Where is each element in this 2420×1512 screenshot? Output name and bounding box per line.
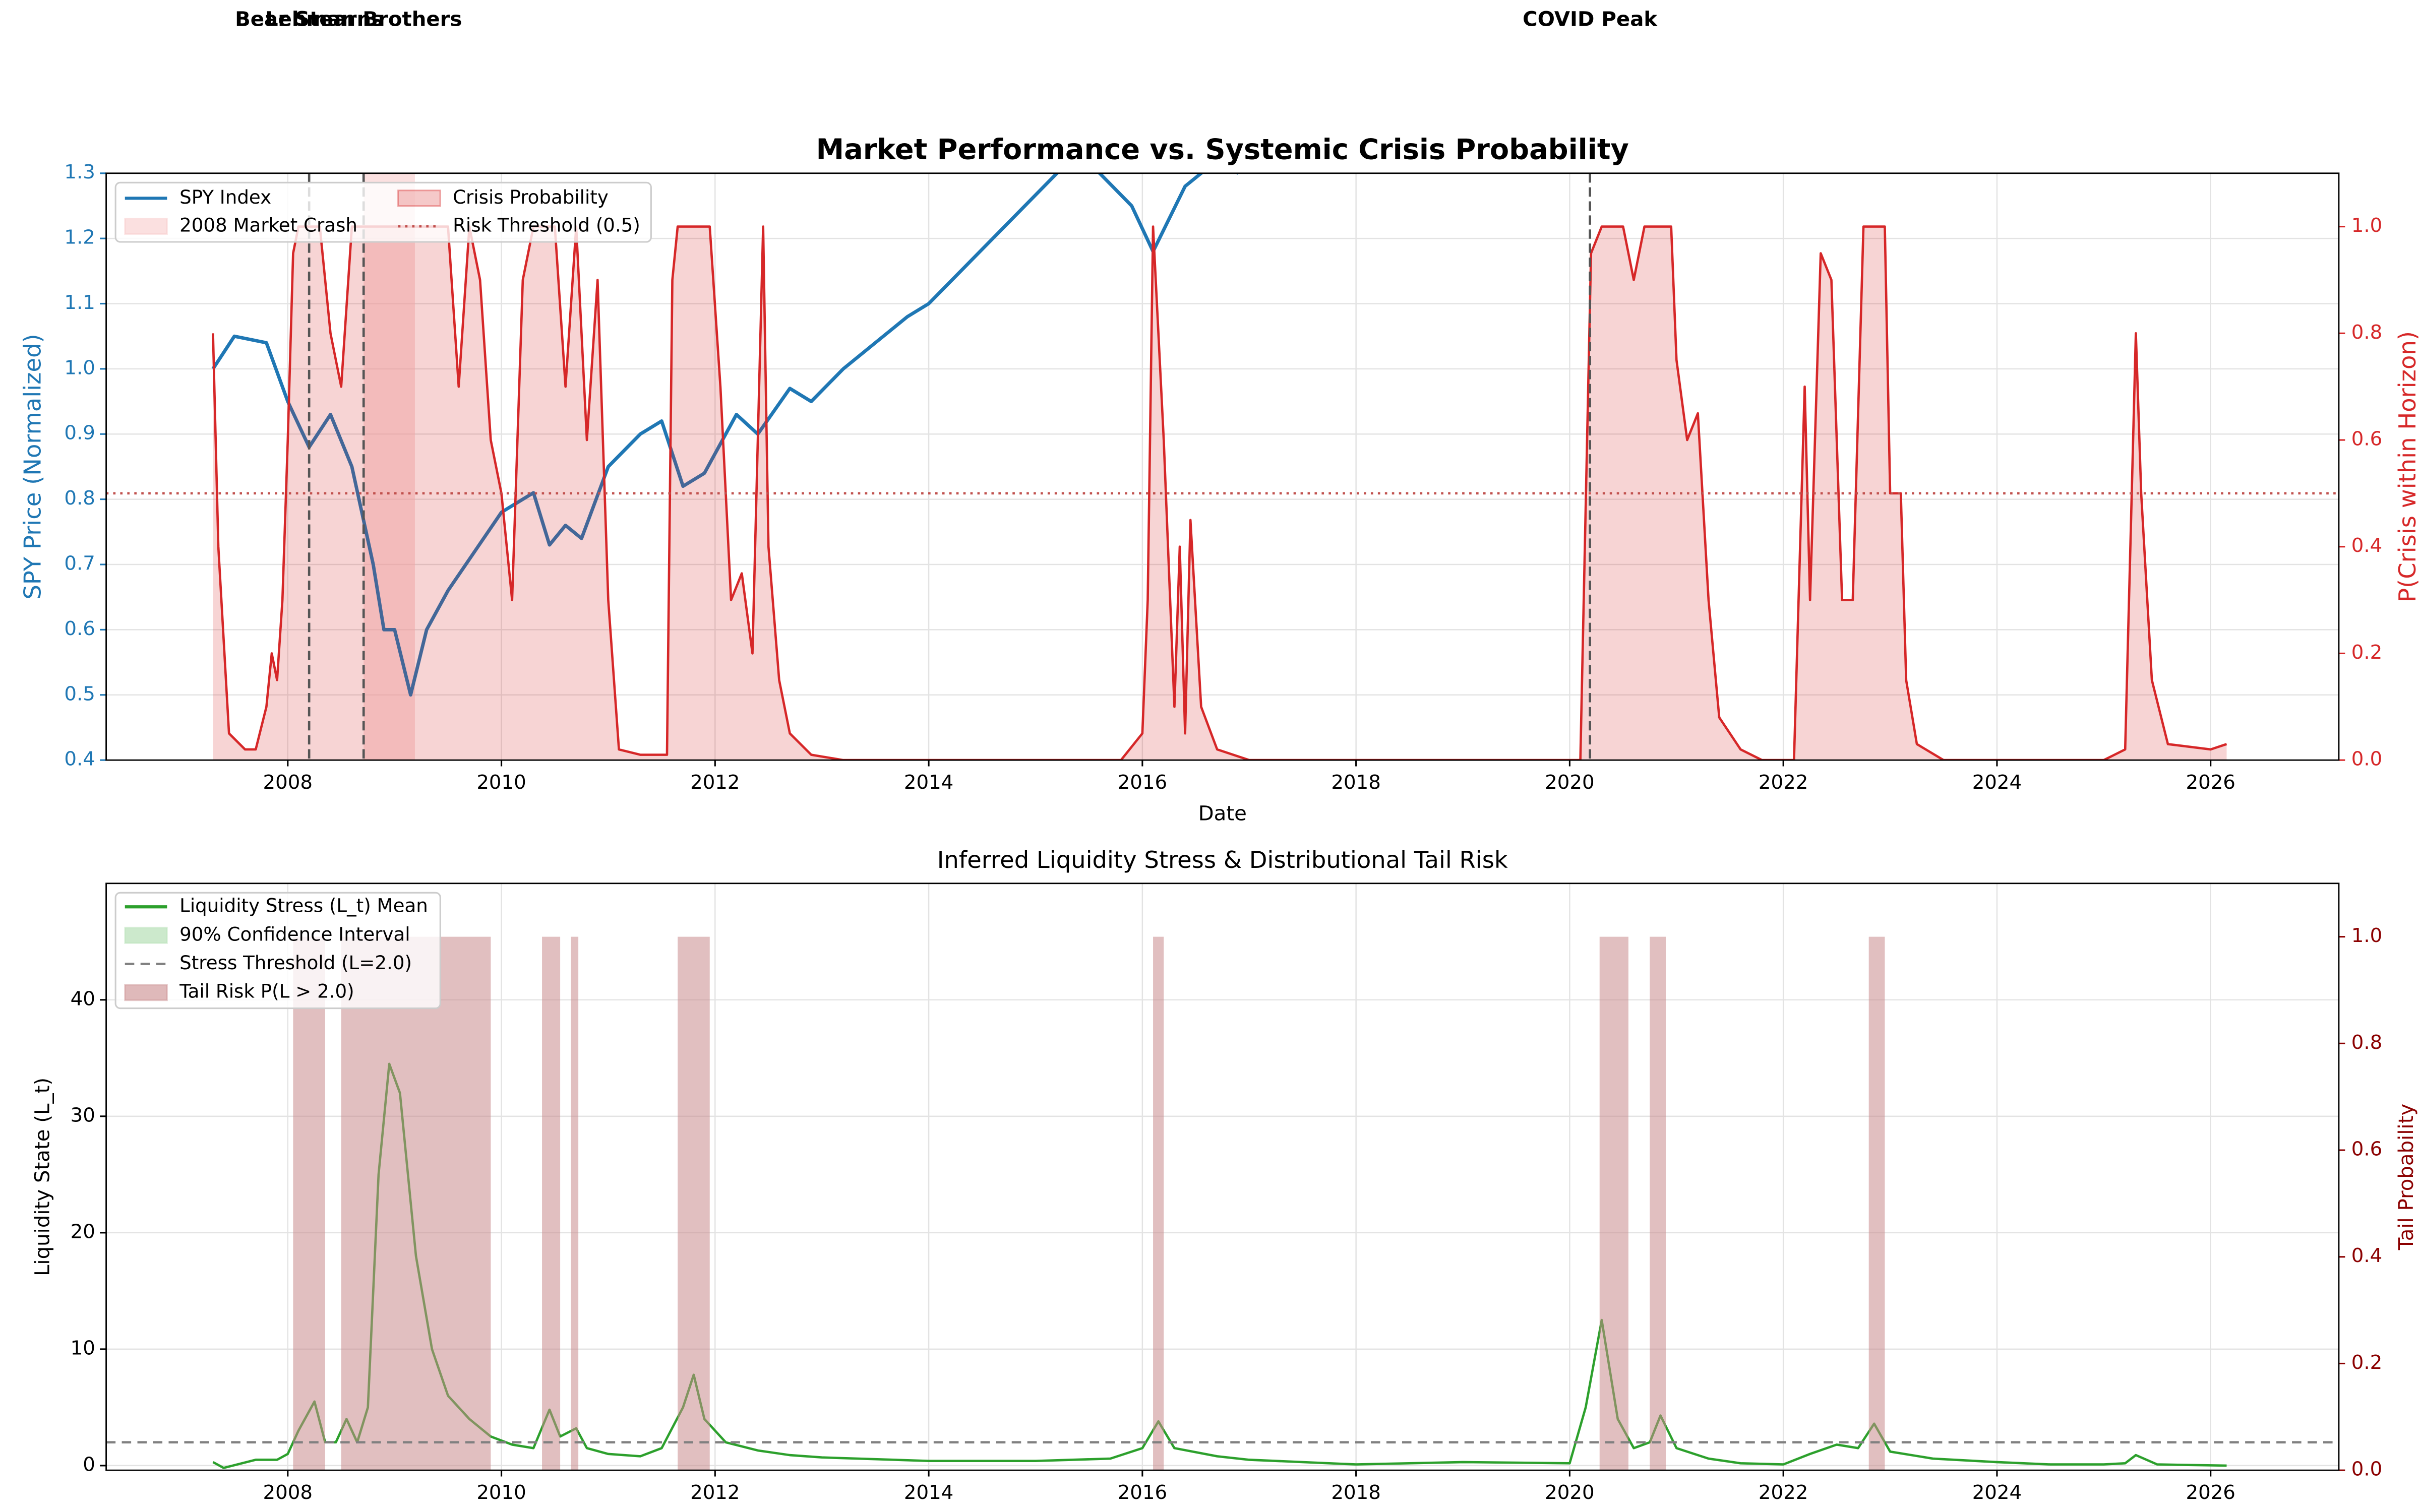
y2-tick-label: 0.6 bbox=[2351, 1138, 2383, 1161]
x-tick-label: 2024 bbox=[1972, 771, 2022, 794]
y-tick-label: 1.1 bbox=[64, 291, 95, 314]
event-label: COVID Peak bbox=[1523, 8, 1658, 31]
y-tick-label: 0.7 bbox=[64, 552, 95, 575]
y-tick-label: 1.2 bbox=[64, 226, 95, 249]
y-tick-label: 40 bbox=[71, 987, 95, 1010]
x-tick-label: 2010 bbox=[476, 771, 526, 794]
y2-axis-label: P(Crisis within Horizon) bbox=[2394, 331, 2420, 602]
y2-tick-label: 0.2 bbox=[2351, 641, 2383, 664]
legend-swatch bbox=[397, 190, 441, 207]
y-tick-label: 10 bbox=[71, 1337, 95, 1359]
x-tick-label: 2012 bbox=[690, 1481, 740, 1504]
legend-label: Risk Threshold (0.5) bbox=[453, 215, 640, 236]
x-tick-label: 2018 bbox=[1331, 771, 1380, 794]
legend-swatch bbox=[124, 218, 168, 235]
series-line bbox=[212, 1062, 2227, 1469]
y2-tick-label: 1.0 bbox=[2351, 924, 2383, 947]
y-tick-label: 1.3 bbox=[64, 161, 95, 183]
legend-swatch bbox=[124, 926, 168, 944]
y2-tick-label: 0.8 bbox=[2351, 321, 2383, 344]
legend-box bbox=[114, 181, 652, 243]
y-tick-label: 30 bbox=[71, 1104, 95, 1126]
y-tick-label: 0.8 bbox=[64, 487, 95, 510]
legend-swatch bbox=[124, 984, 168, 1001]
y2-tick-label: 0.0 bbox=[2351, 748, 2383, 771]
legend-label: Liquidity Stress (L_t) Mean bbox=[179, 895, 428, 917]
x-tick-label: 2022 bbox=[1759, 771, 1808, 794]
y2-tick-label: 0.8 bbox=[2351, 1031, 2383, 1054]
y-tick-label: 0.5 bbox=[64, 682, 95, 705]
y-tick-label: 0 bbox=[83, 1453, 95, 1476]
plot-area bbox=[106, 173, 2339, 761]
y2-tick-label: 1.0 bbox=[2351, 214, 2383, 237]
x-tick-label: 2018 bbox=[1331, 1481, 1380, 1504]
chart-title: Market Performance vs. Systemic Crisis P… bbox=[816, 134, 1629, 166]
x-tick-label: 2020 bbox=[1545, 771, 1594, 794]
y-tick-label: 0.6 bbox=[64, 617, 95, 640]
legend-label: SPY Index bbox=[179, 186, 271, 208]
y-tick-label: 20 bbox=[71, 1220, 95, 1243]
legend: Liquidity Stress (L_t) Mean 90% Confidenc… bbox=[114, 892, 441, 1010]
event-label: Bear Stearns bbox=[235, 8, 383, 31]
x-tick-label: 2020 bbox=[1545, 1481, 1594, 1504]
x-axis-label: Date bbox=[1198, 802, 1247, 826]
plot-frame bbox=[105, 883, 2340, 1471]
y-tick-label: 1.0 bbox=[64, 356, 95, 379]
legend: SPY Index 2008 Market Crash Crisis Probabi… bbox=[114, 181, 652, 243]
legend-label: Crisis Probability bbox=[453, 186, 609, 208]
series-line bbox=[211, 173, 1239, 697]
x-tick-label: 2014 bbox=[904, 1481, 953, 1504]
legend-label: Tail Risk P(L > 2.0) bbox=[179, 981, 354, 1002]
crash-span bbox=[364, 173, 415, 761]
legend-box bbox=[114, 892, 441, 1010]
event-label: Lehman Brothers bbox=[265, 8, 462, 31]
legend-label: Stress Threshold (L=2.0) bbox=[179, 952, 412, 974]
legend-label: 2008 Market Crash bbox=[179, 215, 357, 236]
x-tick-label: 2008 bbox=[263, 771, 313, 794]
y2-tick-label: 0.6 bbox=[2351, 428, 2383, 451]
series-area bbox=[213, 226, 2227, 761]
series-area bbox=[293, 936, 1885, 1471]
y2-tick-label: 0.4 bbox=[2351, 534, 2383, 557]
plot-frame bbox=[105, 172, 2340, 761]
x-tick-label: 2012 bbox=[690, 771, 740, 794]
y2-tick-label: 0.0 bbox=[2351, 1458, 2383, 1481]
chart-title: Inferred Liquidity Stress & Distribution… bbox=[937, 846, 1508, 873]
y-tick-label: 0.9 bbox=[64, 422, 95, 445]
x-tick-label: 2026 bbox=[2186, 1481, 2235, 1504]
y-axis-label: SPY Price (Normalized) bbox=[19, 334, 46, 599]
y2-tick-label: 0.4 bbox=[2351, 1244, 2383, 1267]
x-tick-label: 2024 bbox=[1972, 1481, 2022, 1504]
y-tick-label: 0.4 bbox=[64, 748, 95, 771]
x-tick-label: 2016 bbox=[1118, 771, 1167, 794]
y2-tick-label: 0.2 bbox=[2351, 1351, 2383, 1374]
y-axis-label: Liquidity State (L_t) bbox=[31, 1078, 54, 1276]
legend-label: 90% Confidence Interval bbox=[179, 923, 410, 945]
x-tick-label: 2010 bbox=[476, 1481, 526, 1504]
x-tick-label: 2026 bbox=[2186, 771, 2235, 794]
x-tick-label: 2016 bbox=[1118, 1481, 1167, 1504]
x-tick-label: 2014 bbox=[904, 771, 953, 794]
x-tick-label: 2008 bbox=[263, 1481, 313, 1504]
x-tick-label: 2022 bbox=[1759, 1481, 1808, 1504]
plot-area bbox=[106, 883, 2339, 1471]
y2-axis-label: Tail Probability bbox=[2395, 1104, 2418, 1251]
